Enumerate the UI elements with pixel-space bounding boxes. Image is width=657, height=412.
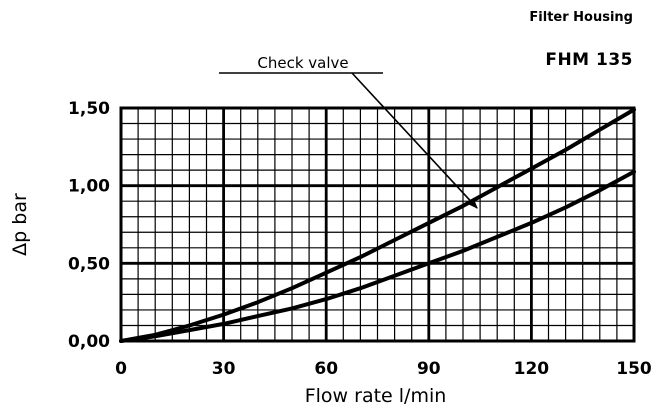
x-tick-label: 60 [314,359,338,379]
annotation-label: Check valve [257,54,348,72]
x-tick-labels: 0 30 60 90 120 150 [115,359,652,379]
annotation-group: Check valve [219,54,478,209]
x-tick-label: 150 [616,359,652,379]
y-tick-label: 0,00 [68,332,110,352]
y-tick-label: 0,50 [68,254,110,274]
x-tick-label: 120 [514,359,550,379]
series-line-1 [119,107,636,343]
y-tick-label: 1,00 [68,177,110,197]
x-tick-label: 90 [417,359,441,379]
y-tick-label: 1,50 [68,99,110,119]
annotation-arrow [351,72,478,209]
x-axis-label: Flow rate l/min [305,385,447,407]
header-title: Filter Housing [529,10,633,25]
series-line-2 [119,169,636,343]
plot-frame [119,106,636,343]
minor-grid [120,107,635,342]
header-model: FHM 135 [545,50,633,70]
x-tick-label: 0 [115,359,127,379]
y-axis-label: Δp bar [9,193,31,256]
y-tick-labels: 0,00 0,50 1,00 1,50 [68,99,110,352]
major-grid [119,106,636,343]
series-group [119,107,636,343]
x-tick-label: 30 [212,359,236,379]
